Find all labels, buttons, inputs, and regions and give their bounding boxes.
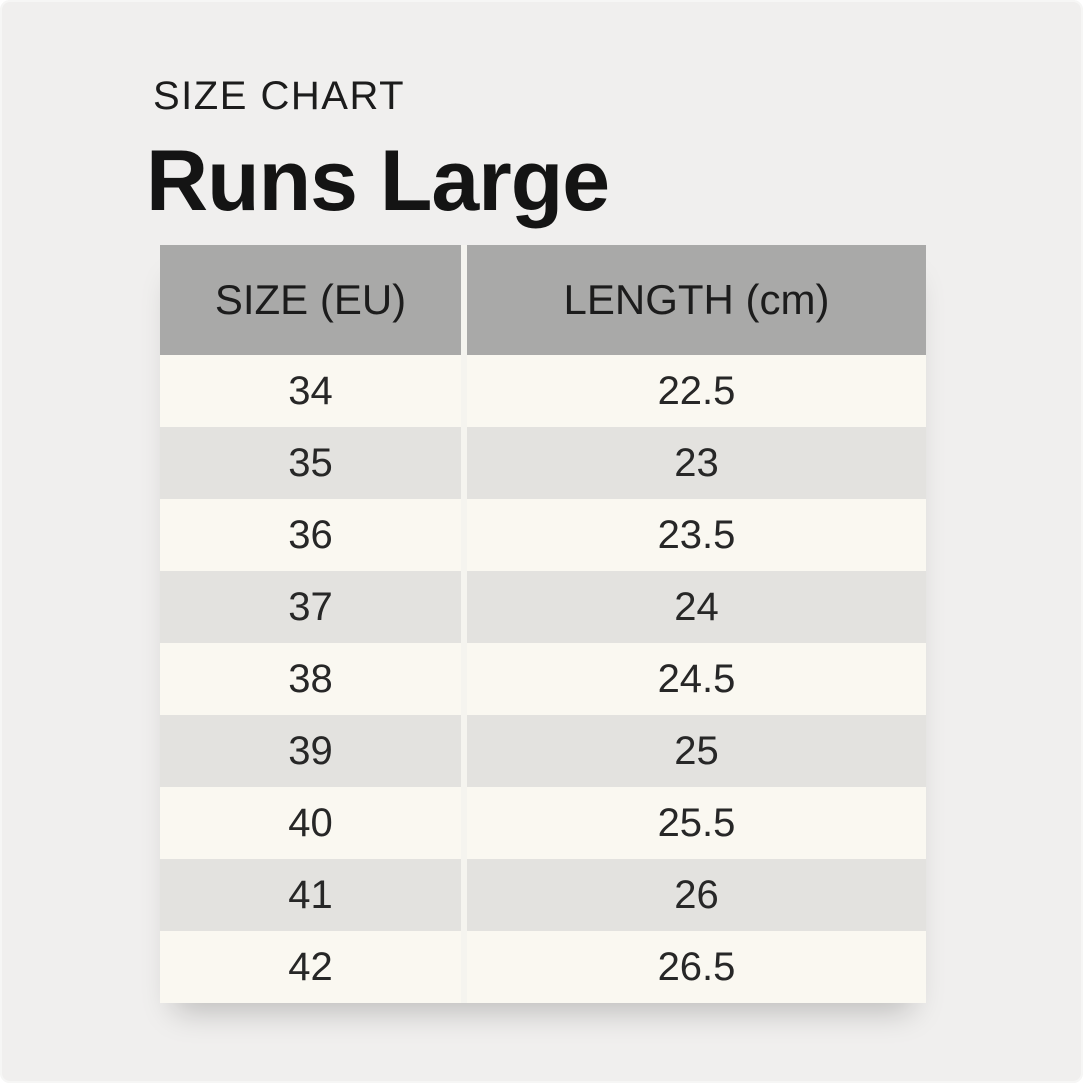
table-row: 42 26.5 — [160, 931, 926, 1003]
size-cell: 41 — [160, 859, 461, 931]
length-cell: 23.5 — [467, 499, 926, 571]
table-row: 39 25 — [160, 715, 926, 787]
table-header-row: SIZE (EU) LENGTH (cm) — [160, 245, 926, 355]
length-cell: 23 — [467, 427, 926, 499]
size-cell: 35 — [160, 427, 461, 499]
size-cell: 34 — [160, 355, 461, 427]
table-row: 37 24 — [160, 571, 926, 643]
table-row: 35 23 — [160, 427, 926, 499]
table-row: 41 26 — [160, 859, 926, 931]
table-row: 36 23.5 — [160, 499, 926, 571]
size-chart-eyebrow: SIZE CHART — [153, 74, 406, 118]
size-table-body: 34 22.5 35 23 36 23.5 37 24 38 24.5 39 25 40 25.5 41 26… — [160, 355, 926, 1003]
column-header-length: LENGTH (cm) — [467, 245, 926, 355]
size-cell: 39 — [160, 715, 461, 787]
size-cell: 42 — [160, 931, 461, 1003]
page-title: Runs Large — [146, 133, 610, 229]
size-cell: 40 — [160, 787, 461, 859]
length-cell: 24.5 — [467, 643, 926, 715]
size-cell: 37 — [160, 571, 461, 643]
size-cell: 38 — [160, 643, 461, 715]
table-row: 34 22.5 — [160, 355, 926, 427]
length-cell: 25.5 — [467, 787, 926, 859]
length-cell: 25 — [467, 715, 926, 787]
length-cell: 24 — [467, 571, 926, 643]
table-row: 40 25.5 — [160, 787, 926, 859]
size-table: SIZE (EU) LENGTH (cm) 34 22.5 35 23 36 23.5 37… — [160, 245, 926, 1003]
table-row: 38 24.5 — [160, 643, 926, 715]
length-cell: 26.5 — [467, 931, 926, 1003]
column-header-size: SIZE (EU) — [160, 245, 461, 355]
length-cell: 22.5 — [467, 355, 926, 427]
length-cell: 26 — [467, 859, 926, 931]
size-cell: 36 — [160, 499, 461, 571]
